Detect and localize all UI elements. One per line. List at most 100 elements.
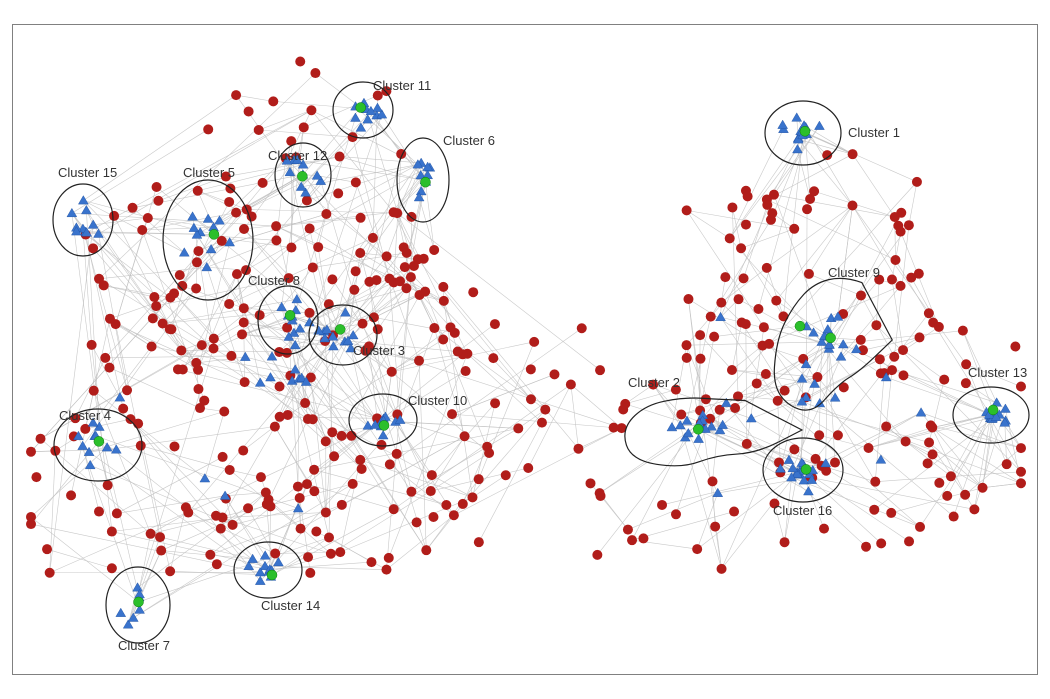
cluster-outline [163, 180, 253, 300]
edge [272, 538, 329, 575]
red-node [99, 280, 109, 290]
red-node [310, 68, 320, 78]
red-node [682, 205, 692, 215]
red-node [620, 399, 630, 409]
blue-node [815, 398, 825, 407]
edge [974, 418, 990, 509]
blue-node [78, 441, 88, 450]
red-node [490, 319, 500, 329]
red-node [275, 412, 285, 422]
edge [431, 453, 489, 491]
red-node [939, 375, 949, 385]
red-node [324, 533, 334, 543]
red-node [585, 478, 595, 488]
red-node [727, 202, 737, 212]
red-node [295, 493, 305, 503]
red-node [730, 403, 740, 413]
edge [819, 435, 868, 448]
red-node [326, 549, 336, 559]
label-layer: Cluster 1Cluster 2Cluster 3Cluster 4Clus… [58, 78, 1027, 653]
red-node [526, 394, 536, 404]
edge [31, 517, 139, 602]
green-node [420, 177, 430, 187]
red-node [427, 470, 437, 480]
edge [198, 191, 247, 210]
red-node [218, 452, 228, 462]
red-node [804, 269, 814, 279]
edge [131, 419, 261, 581]
edge [94, 391, 205, 479]
red-node [368, 233, 378, 243]
red-node [759, 322, 769, 332]
red-node [737, 318, 747, 328]
red-node [438, 282, 448, 292]
red-node [978, 483, 988, 493]
red-node [335, 152, 345, 162]
red-node [406, 272, 416, 282]
red-node [447, 409, 457, 419]
red-node [358, 319, 368, 329]
red-node [439, 296, 449, 306]
cluster-label: Cluster 8 [248, 273, 300, 288]
red-node [333, 188, 343, 198]
red-node [769, 190, 779, 200]
edge [843, 344, 996, 417]
red-node [112, 508, 122, 518]
red-node [566, 379, 576, 389]
red-node [355, 248, 365, 258]
red-node [366, 557, 376, 567]
red-node [761, 369, 771, 379]
red-node [193, 246, 203, 256]
red-node [881, 422, 891, 432]
red-node [1016, 382, 1026, 392]
red-node [87, 340, 97, 350]
red-node [256, 472, 266, 482]
red-node [356, 213, 366, 223]
edge [951, 412, 987, 476]
green-node [988, 405, 998, 415]
red-node [789, 224, 799, 234]
red-node [904, 220, 914, 230]
red-node [401, 283, 411, 293]
red-node [165, 566, 175, 576]
red-node [958, 326, 968, 336]
red-node [209, 334, 219, 344]
red-node [232, 269, 242, 279]
red-node [707, 476, 717, 486]
red-node [833, 430, 843, 440]
green-node [693, 424, 703, 434]
cluster-label: Cluster 2 [628, 375, 680, 390]
edge [454, 428, 622, 515]
blue-node [1000, 404, 1010, 413]
edge [452, 374, 554, 414]
red-node [158, 318, 168, 328]
red-node [458, 499, 468, 509]
red-node [942, 491, 952, 501]
green-node [356, 103, 366, 113]
red-node [1016, 443, 1026, 453]
red-node [270, 548, 280, 558]
diagram-frame: Cluster 1Cluster 2Cluster 3Cluster 4Clus… [12, 24, 1038, 675]
red-node [778, 311, 788, 321]
blue-node [188, 212, 198, 221]
red-node [224, 299, 234, 309]
red-node [890, 212, 900, 222]
red-node [870, 477, 880, 487]
red-node [441, 500, 451, 510]
red-node [133, 419, 143, 429]
red-node [286, 243, 296, 253]
cluster-label: Cluster 3 [353, 343, 405, 358]
red-node [302, 195, 312, 205]
red-node [896, 281, 906, 291]
red-node [802, 204, 812, 214]
red-node [864, 443, 874, 453]
cluster-label: Cluster 15 [58, 165, 117, 180]
cluster-outline [53, 184, 113, 256]
red-node [128, 203, 138, 213]
red-node [239, 303, 249, 313]
red-node [767, 208, 777, 218]
red-node [392, 449, 402, 459]
red-node [969, 504, 979, 514]
red-node [203, 124, 213, 134]
red-node [780, 386, 790, 396]
